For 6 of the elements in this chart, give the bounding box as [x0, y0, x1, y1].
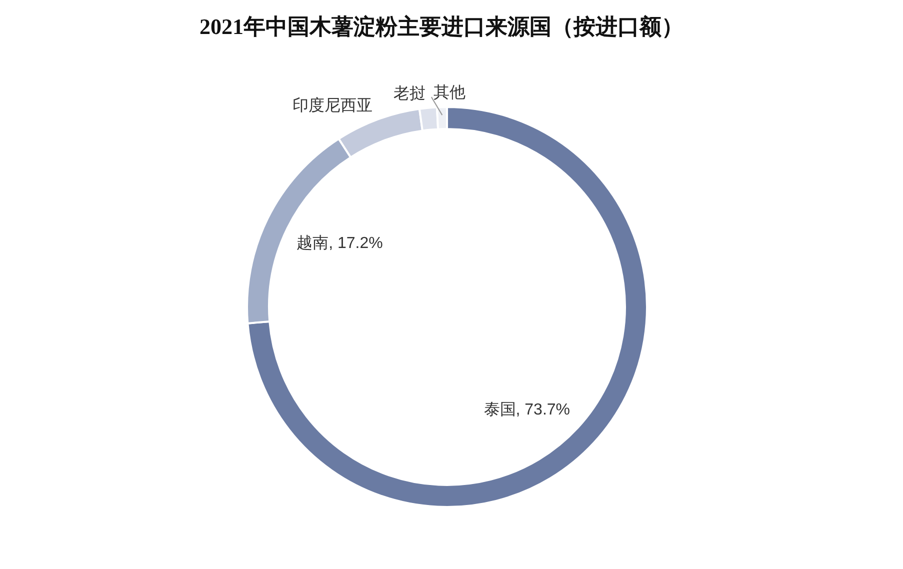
slice-label: 泰国, 73.7% [484, 402, 570, 419]
slice-label: 其他 [433, 83, 466, 102]
chart-title: 2021年中国木薯淀粉主要进口来源国（按进口额） [198, 13, 684, 41]
slice-label: 老挝 [393, 84, 426, 102]
slice-label: 印度尼西亚 [292, 96, 373, 114]
slice-label: 越南, 17.2% [296, 234, 383, 252]
